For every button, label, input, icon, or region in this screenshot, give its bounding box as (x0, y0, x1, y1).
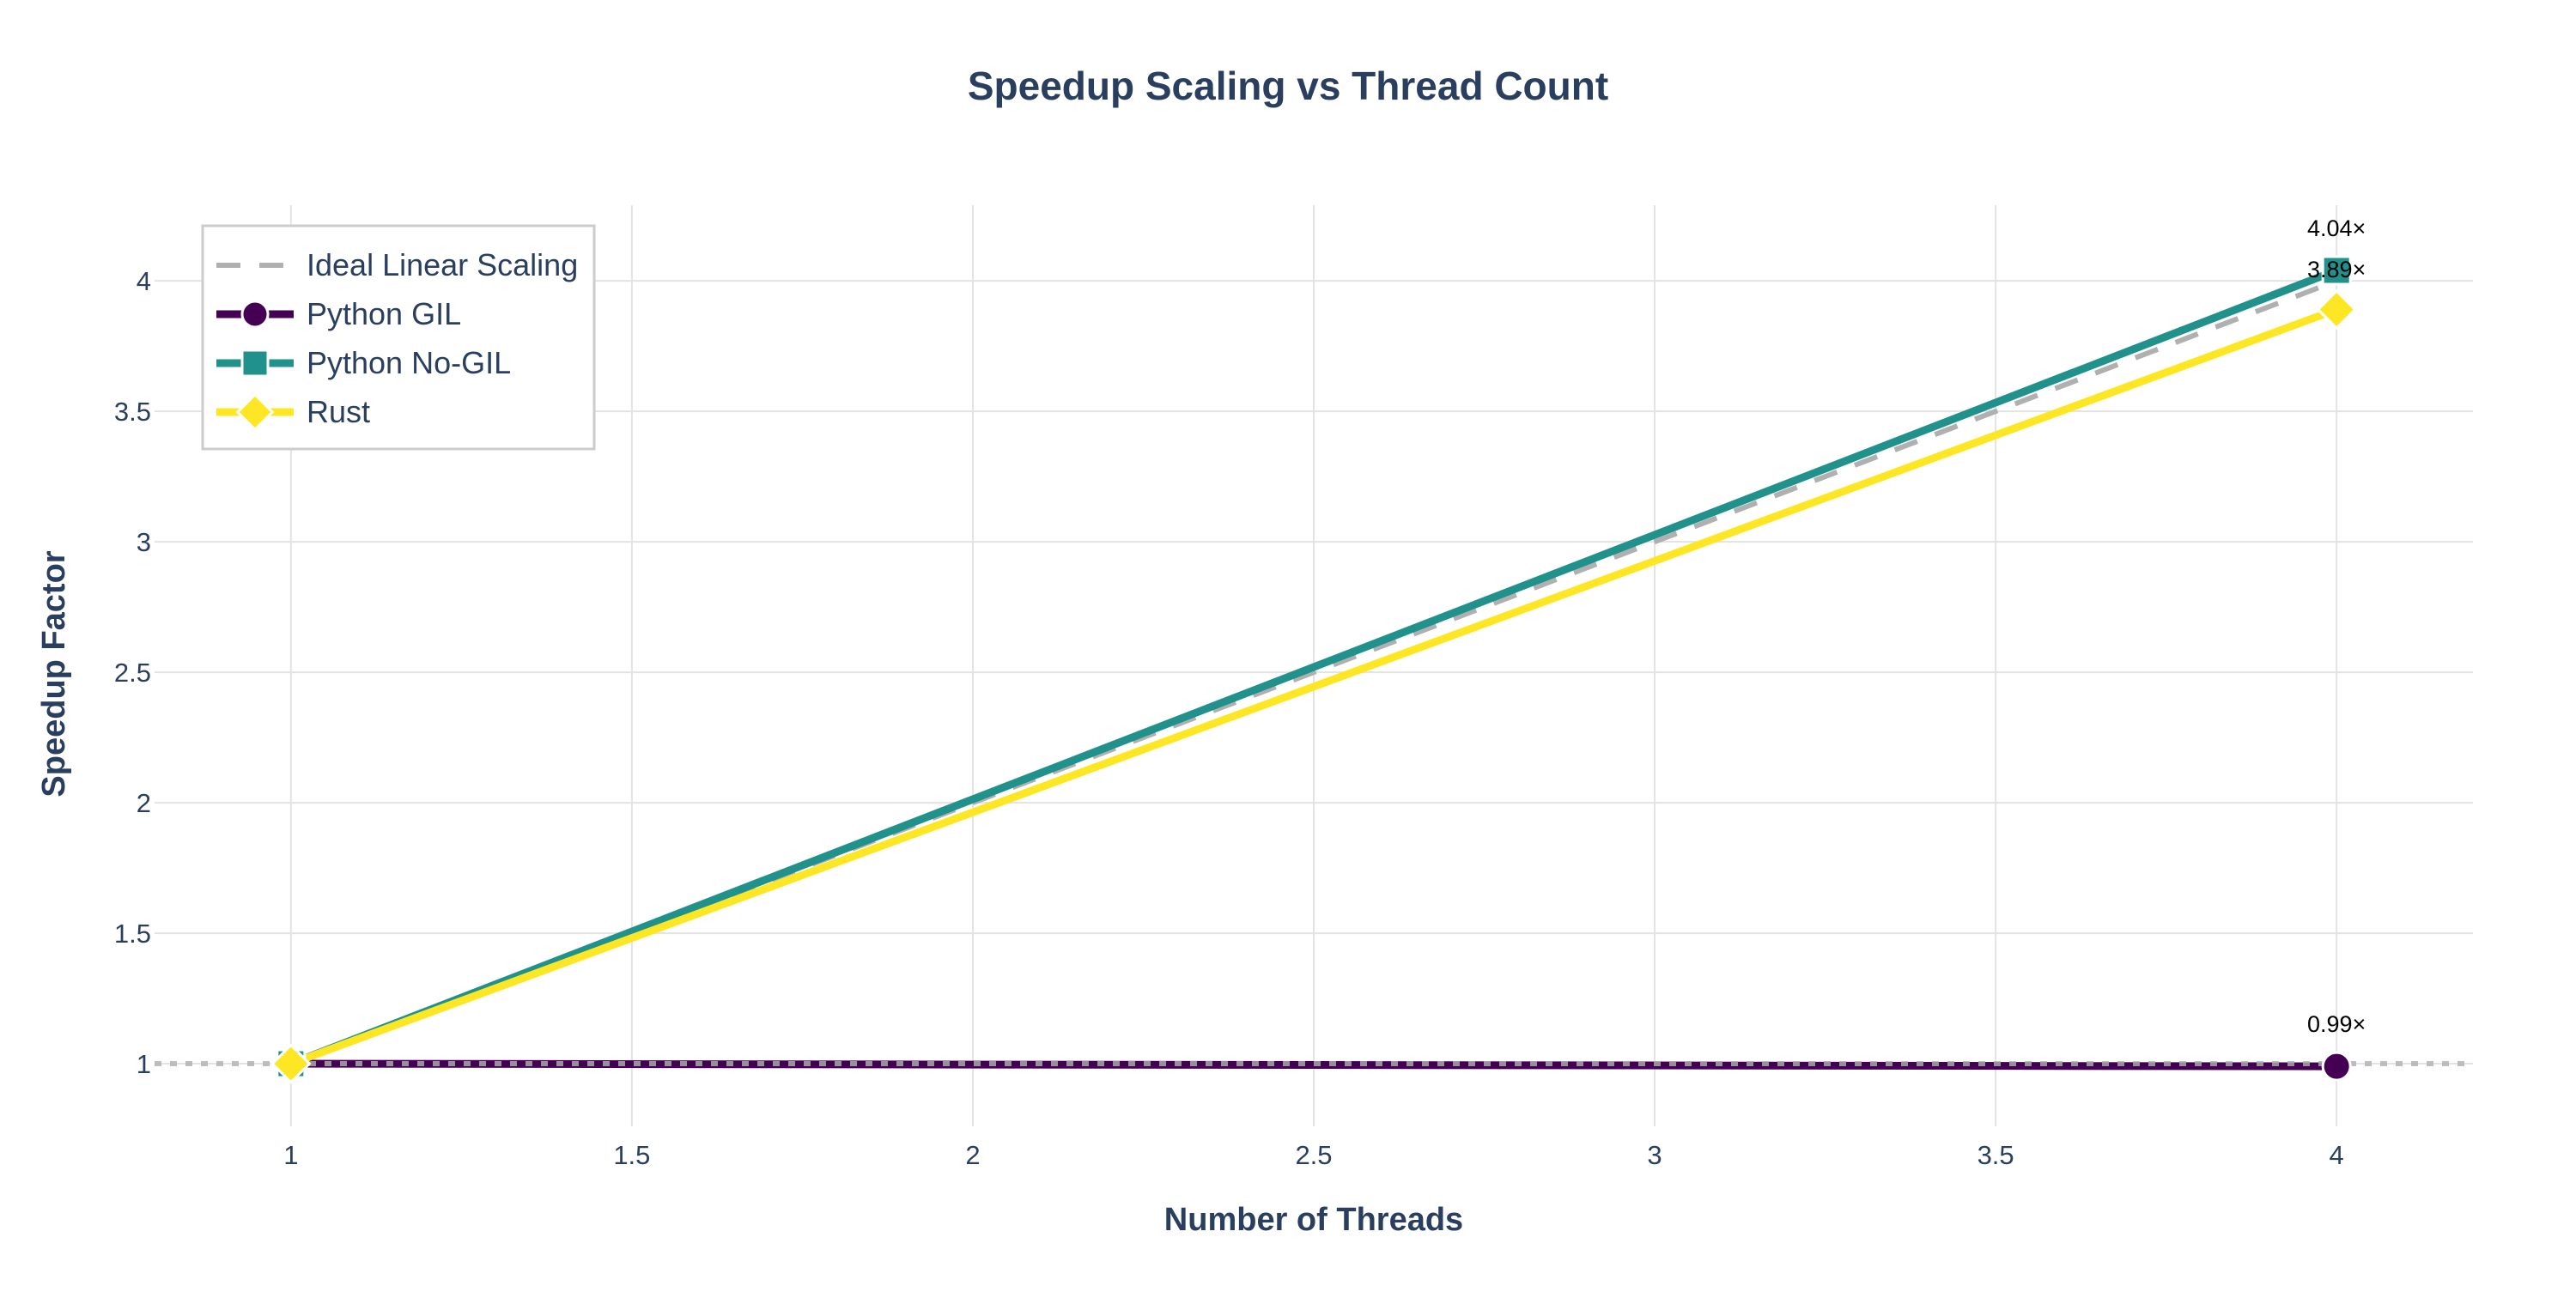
y-tick-label: 3 (137, 527, 151, 557)
legend-label: Python No-GIL (307, 345, 511, 380)
y-tick-label: 3.5 (114, 397, 151, 427)
series-line (289, 266, 2338, 1068)
legend-label: Python GIL (307, 296, 461, 331)
y-tick-label: 1 (137, 1049, 151, 1079)
x-tick-label: 2 (965, 1140, 980, 1170)
data-label: 4.04× (2307, 215, 2366, 241)
legend-diamond-icon (235, 392, 275, 432)
x-tick-label: 4 (2330, 1140, 2344, 1170)
y-tick-label: 1.5 (114, 919, 151, 949)
series-rust (289, 306, 2338, 1068)
legend-square-icon (240, 349, 270, 378)
legend-item-rust[interactable]: Rust (216, 392, 370, 432)
x-tick-label: 2.5 (1295, 1140, 1332, 1170)
circle-marker (2321, 1051, 2352, 1082)
data-label: 0.99× (2307, 1011, 2366, 1037)
x-axis-label: Number of Threads (1164, 1202, 1463, 1238)
series-line (289, 306, 2338, 1068)
y-axis-label: Speedup Factor (36, 550, 72, 797)
square-marker (2321, 255, 2352, 286)
y-axis-ticks: 1 1.5 2 2.5 3 3.5 4 (114, 266, 151, 1079)
diamond-marker (270, 1043, 312, 1084)
legend[interactable]: Ideal Linear Scaling Python GIL Python No-… (201, 224, 596, 451)
legend-circle-icon (240, 300, 270, 329)
y-tick-label: 2 (137, 788, 151, 818)
data-labels: 0.99× 4.04× 3.89× (2307, 215, 2366, 1037)
y-tick-label: 4 (137, 266, 151, 296)
series-python-no-gil (289, 266, 2338, 1068)
series-markers (270, 288, 2357, 1084)
series-layer (155, 255, 2473, 1084)
data-label: 3.89× (2307, 257, 2366, 282)
legend-item-ideal-linear-scaling[interactable]: Ideal Linear Scaling (216, 247, 578, 282)
x-tick-label: 3.5 (1978, 1140, 2014, 1170)
legend-label: Ideal Linear Scaling (307, 247, 578, 282)
legend-label: Rust (307, 394, 370, 429)
x-tick-label: 1 (283, 1140, 298, 1170)
legend-item-python-no-gil[interactable]: Python No-GIL (216, 345, 511, 380)
legend-item-python-gil[interactable]: Python GIL (216, 296, 461, 331)
x-tick-label: 3 (1647, 1140, 1662, 1170)
x-axis-ticks: 1 1.5 2 2.5 3 3.5 4 (283, 1140, 2344, 1170)
chart-title: Speedup Scaling vs Thread Count (968, 64, 1608, 108)
y-tick-label: 2.5 (114, 658, 151, 688)
x-tick-label: 1.5 (613, 1140, 650, 1170)
diamond-marker (2316, 288, 2357, 331)
